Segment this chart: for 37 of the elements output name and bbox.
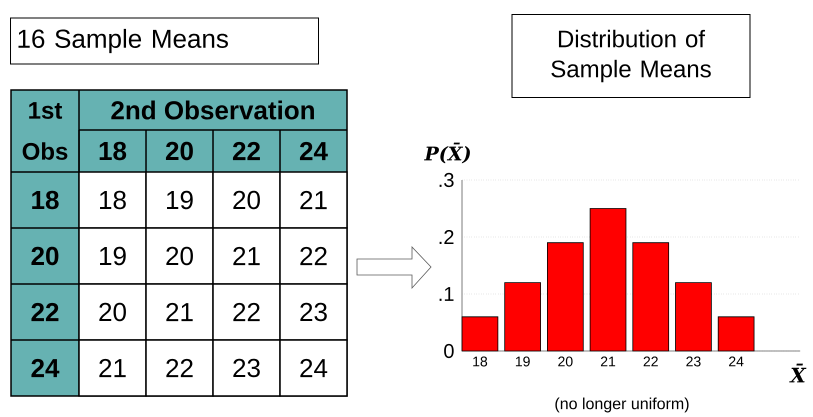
y-axis-title: P(X̄) bbox=[424, 142, 470, 164]
y-tick-label: 0 bbox=[444, 344, 454, 358]
chart-title: Distribution of Sample Means bbox=[551, 30, 711, 82]
y-tick-label: 22 bbox=[31, 302, 58, 322]
x-tick-label: 19 bbox=[516, 356, 530, 366]
y-tick-label: 18 bbox=[32, 190, 59, 210]
x-axis-title: X̄ bbox=[789, 364, 806, 382]
data-label: 21 bbox=[166, 302, 193, 322]
data-label: 19 bbox=[100, 246, 126, 266]
x-tick-label: 22 bbox=[232, 142, 260, 160]
data-label: 22 bbox=[233, 302, 260, 322]
x-tick-label: 18 bbox=[100, 142, 126, 160]
y-tick-label: 20 bbox=[31, 246, 58, 266]
x-tick-label: 24 bbox=[729, 356, 744, 366]
data-label: 21 bbox=[300, 190, 327, 210]
text: (no longer uniform) bbox=[555, 398, 689, 412]
data-label: 20 bbox=[233, 190, 260, 210]
x-tick-label: 22 bbox=[644, 356, 658, 366]
data-label: 20 bbox=[99, 302, 126, 322]
data-label: 22 bbox=[300, 246, 327, 266]
y-tick-label: .1 bbox=[440, 287, 454, 301]
y-tick-label: .3 bbox=[440, 172, 454, 188]
y-axis-title: 1st Obs bbox=[22, 102, 68, 160]
y-tick-label: .2 bbox=[440, 230, 454, 244]
x-tick-label: 23 bbox=[686, 356, 701, 366]
data-label: 19 bbox=[167, 190, 193, 210]
data-label: 18 bbox=[100, 190, 126, 210]
x-tick-label: 18 bbox=[473, 356, 488, 366]
data-label: 23 bbox=[300, 302, 327, 322]
x-axis-title: 2nd Observation bbox=[111, 100, 314, 120]
chart-title: 16 Sample Means bbox=[18, 28, 228, 54]
x-tick-label: 20 bbox=[558, 356, 573, 366]
x-tick-label: 21 bbox=[600, 356, 616, 366]
data-label: 20 bbox=[166, 246, 193, 266]
x-tick-label: 20 bbox=[166, 142, 193, 160]
x-tick-label: 24 bbox=[300, 142, 328, 160]
data-label: 21 bbox=[233, 246, 260, 266]
